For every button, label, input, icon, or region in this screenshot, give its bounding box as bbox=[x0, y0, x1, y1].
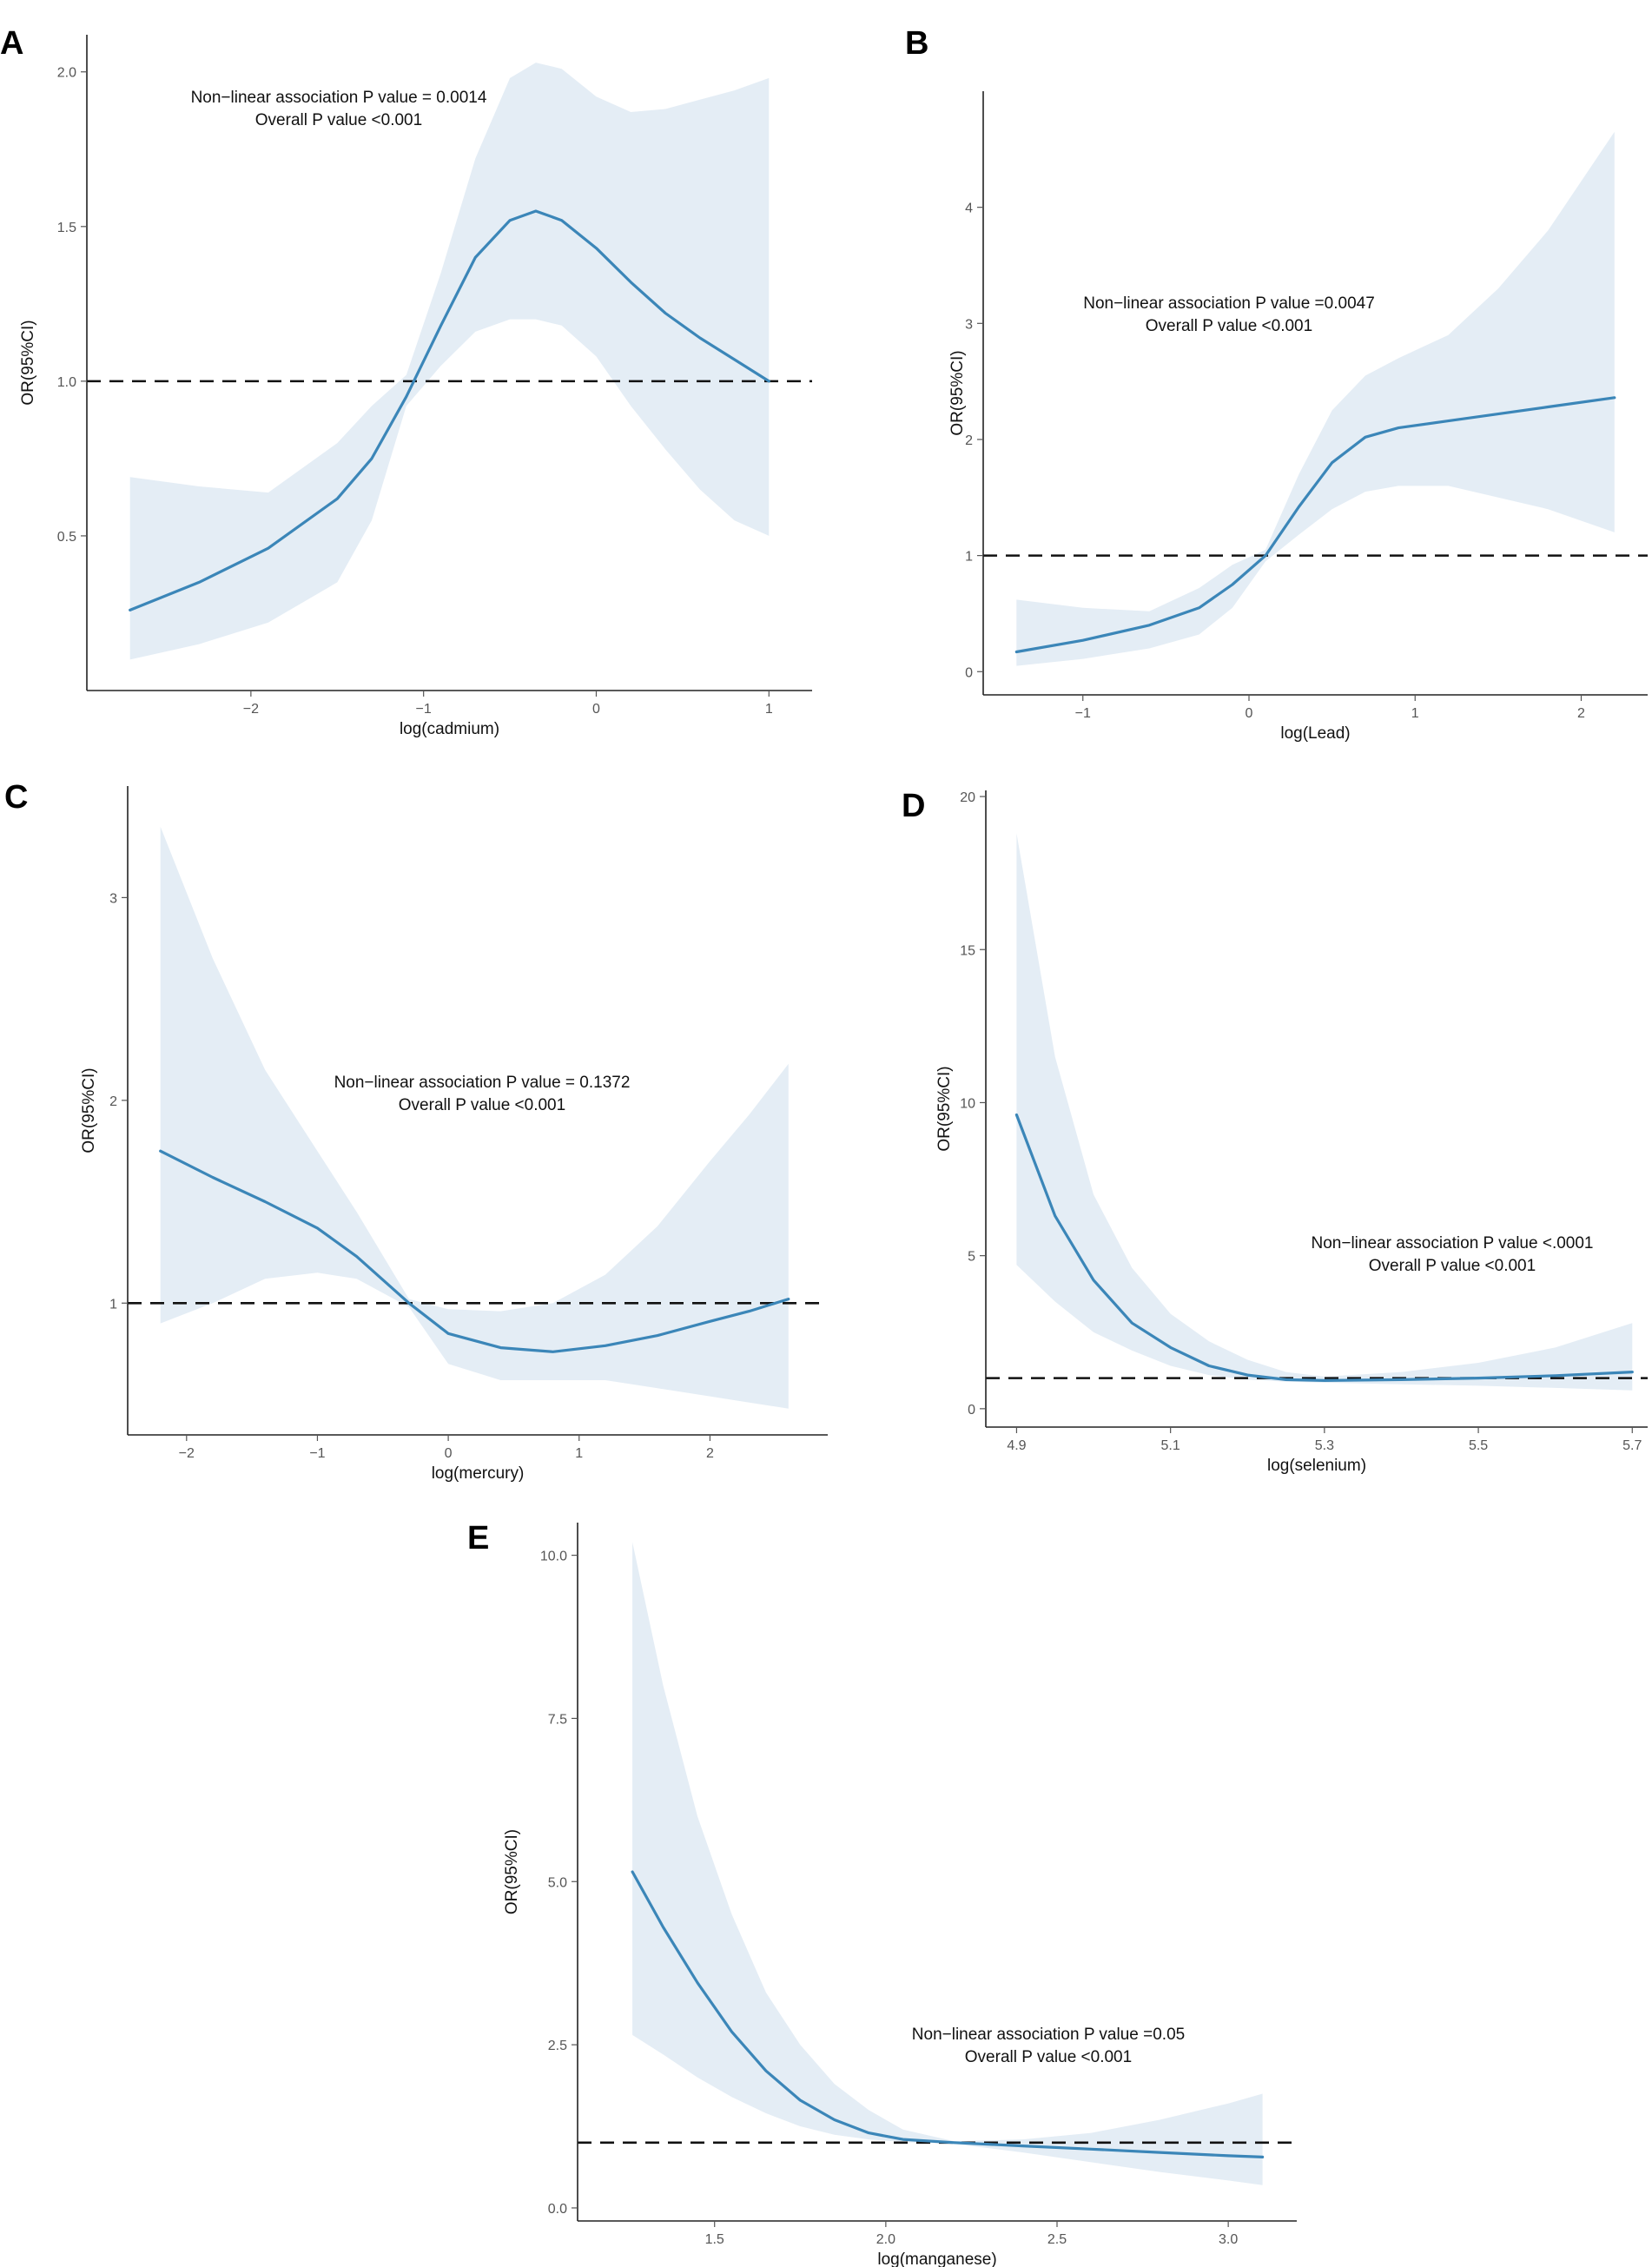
panel-e: E 1.5 2.0 2.5 3.0 0.0 2.5 5.0 7.5 10.0 log(mangane… bbox=[467, 1520, 1297, 2267]
panel-letter: B bbox=[905, 25, 928, 62]
y-tick-label: 15 bbox=[960, 943, 975, 958]
y-tick-label: 0.0 bbox=[548, 2202, 567, 2217]
y-tick-label: 5.0 bbox=[548, 1875, 567, 1890]
panel-letter: D bbox=[902, 788, 925, 824]
y-axis-title: OR(95%CI) bbox=[19, 320, 37, 405]
spline-line bbox=[1014, 396, 1616, 654]
y-tick-label: 20 bbox=[960, 790, 975, 805]
x-tick-label: 5.1 bbox=[1161, 1438, 1180, 1453]
x-tick-label: 2.0 bbox=[876, 2232, 895, 2247]
y-tick-label: 0.5 bbox=[57, 530, 76, 545]
p-value-annotation: Non−linear association P value =0.05 bbox=[912, 2026, 1185, 2044]
x-tick-label: 0 bbox=[1246, 706, 1253, 721]
y-tick-label: 1.5 bbox=[57, 221, 76, 235]
confidence-band bbox=[129, 63, 770, 660]
y-tick-label: 3 bbox=[109, 891, 117, 906]
y-tick-label: 3 bbox=[965, 317, 973, 332]
p-value-annotation: Non−linear association P value =0.0047 bbox=[1083, 294, 1375, 313]
x-tick-label: 5.7 bbox=[1622, 1438, 1642, 1453]
x-tick-label: 3.0 bbox=[1219, 2232, 1238, 2247]
x-tick-label: 1 bbox=[1411, 706, 1419, 721]
x-axis-title: log(manganese) bbox=[877, 2250, 996, 2267]
x-axis-title: log(selenium) bbox=[1267, 1457, 1366, 1475]
spline-line bbox=[159, 1149, 790, 1353]
x-tick-label: 2 bbox=[706, 1446, 714, 1461]
x-tick-label: 4.9 bbox=[1007, 1438, 1026, 1453]
y-tick-label: 4 bbox=[965, 202, 973, 216]
p-value-annotation: Overall P value <0.001 bbox=[255, 111, 422, 129]
x-axis-title: log(mercury) bbox=[432, 1464, 525, 1483]
p-value-annotation: Non−linear association P value = 0.1372 bbox=[334, 1074, 631, 1092]
y-tick-label: 0 bbox=[965, 665, 973, 680]
x-tick-label: 2.5 bbox=[1047, 2232, 1067, 2247]
x-tick-label: 0 bbox=[592, 702, 600, 717]
y-axis-title: OR(95%CI) bbox=[503, 1829, 521, 1914]
x-tick-label: 1.5 bbox=[705, 2232, 724, 2247]
y-tick-label: 5 bbox=[968, 1250, 975, 1265]
panel-letter: C bbox=[4, 779, 28, 816]
confidence-band bbox=[160, 826, 789, 1409]
y-axis-title: OR(95%CI) bbox=[948, 350, 967, 435]
confidence-band bbox=[632, 1542, 1263, 2185]
x-tick-label: 5.3 bbox=[1315, 1438, 1334, 1453]
x-tick-label: −2 bbox=[243, 702, 259, 717]
x-tick-label: −1 bbox=[1075, 706, 1091, 721]
p-value-annotation: Overall P value <0.001 bbox=[1369, 1257, 1536, 1275]
panel-letter: E bbox=[467, 1520, 489, 1556]
p-value-annotation: Non−linear association P value <.0001 bbox=[1312, 1234, 1594, 1252]
y-tick-label: 1 bbox=[109, 1297, 117, 1312]
y-tick-label: 2.5 bbox=[548, 2039, 567, 2053]
p-value-annotation: Overall P value <0.001 bbox=[1146, 317, 1312, 335]
x-tick-label: −2 bbox=[179, 1446, 195, 1461]
y-tick-label: 2 bbox=[965, 433, 973, 448]
spline-line bbox=[1014, 1113, 1634, 1382]
x-tick-label: 1 bbox=[575, 1446, 583, 1461]
y-tick-label: 10 bbox=[960, 1096, 975, 1111]
panel-a: A −2 −1 0 1 0.5 1.0 1.5 2.0 log(cadmium) OR(95%CI)… bbox=[0, 25, 812, 738]
x-tick-label: −1 bbox=[309, 1446, 325, 1461]
p-value-annotation: Overall P value <0.001 bbox=[399, 1096, 565, 1114]
y-tick-label: 0 bbox=[968, 1403, 975, 1418]
confidence-band bbox=[1016, 833, 1633, 1391]
spline-line bbox=[631, 1870, 1265, 2158]
panel-letter: A bbox=[0, 25, 23, 62]
y-tick-label: 2.0 bbox=[57, 66, 76, 81]
y-axis-title: OR(95%CI) bbox=[935, 1066, 954, 1151]
confidence-band bbox=[1016, 131, 1615, 666]
x-axis-title: log(Lead) bbox=[1280, 724, 1350, 743]
p-value-annotation: Non−linear association P value = 0.0014 bbox=[191, 89, 487, 107]
x-axis-title: log(cadmium) bbox=[400, 720, 499, 738]
panel-b: B −1 0 1 2 0 1 2 3 4 log(Lead) OR(95%CI) Non−linear … bbox=[905, 25, 1648, 743]
y-tick-label: 2 bbox=[109, 1094, 117, 1109]
p-value-annotation: Overall P value <0.001 bbox=[965, 2048, 1132, 2066]
x-tick-label: 1 bbox=[765, 702, 773, 717]
x-tick-label: −1 bbox=[416, 702, 432, 717]
y-axis-title: OR(95%CI) bbox=[80, 1067, 98, 1153]
x-tick-label: 2 bbox=[1577, 706, 1585, 721]
x-tick-label: 5.5 bbox=[1469, 1438, 1488, 1453]
panel-d: D 4.9 5.1 5.3 5.5 5.7 0 5 10 15 20 log(selenium) OR(… bbox=[902, 788, 1648, 1475]
panel-c: C −2 −1 0 1 2 1 2 3 log(mercury) OR(95%CI) Non−line… bbox=[4, 779, 828, 1483]
y-tick-label: 10.0 bbox=[540, 1550, 567, 1564]
x-tick-label: 0 bbox=[445, 1446, 453, 1461]
spline-line bbox=[129, 209, 770, 611]
y-tick-label: 7.5 bbox=[548, 1712, 567, 1727]
y-tick-label: 1.0 bbox=[57, 375, 76, 390]
y-tick-label: 1 bbox=[965, 550, 973, 565]
